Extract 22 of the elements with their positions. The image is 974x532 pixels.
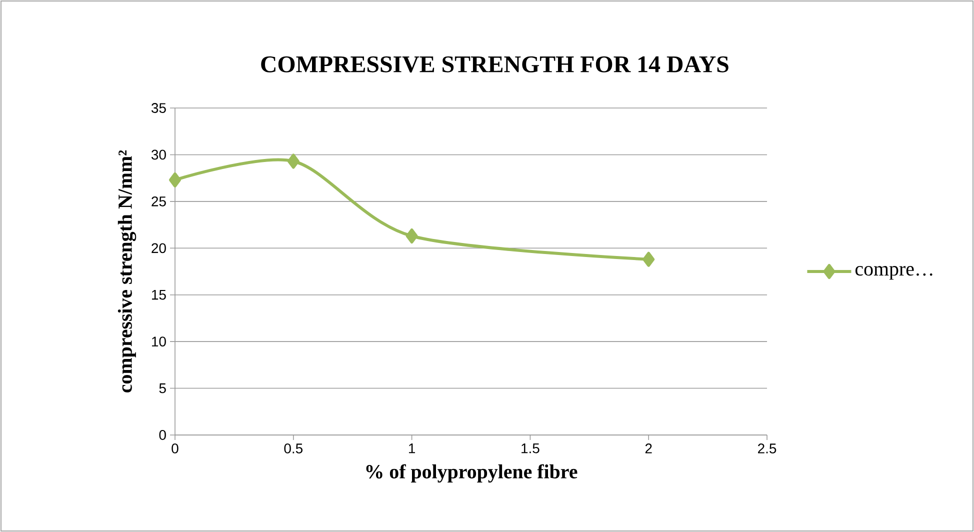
point [169,172,181,188]
point [406,228,418,244]
y-axis-title: compressive strength N/mm² [118,150,136,392]
point [287,154,300,169]
y-tick-label: 5 [159,383,166,394]
x-tick-label: 0.5 [284,444,303,454]
x-tick-label: 0 [172,444,178,454]
x-tick-label: 2 [645,444,652,454]
y-tick-label: 10 [152,336,166,347]
y-tick-label: 30 [151,150,166,160]
x-tick-label: 1 [408,444,416,454]
chart-title: COMPRESSIVE STRENGTH FOR 14 DAYS [261,56,728,72]
y-tick-label: 25 [152,196,166,206]
legend-label: compre… [855,266,932,280]
y-tick-label: 20 [152,243,166,254]
x-tick-label: 1.5 [522,444,540,454]
y-tick-label: 0 [159,430,166,440]
y-tick-label: 15 [152,290,166,300]
y-tick-label: 35 [151,103,166,113]
point [642,252,655,267]
x-axis-title: % of polypropylene fibre [366,464,578,483]
x-tick-label: 2.5 [758,444,776,454]
